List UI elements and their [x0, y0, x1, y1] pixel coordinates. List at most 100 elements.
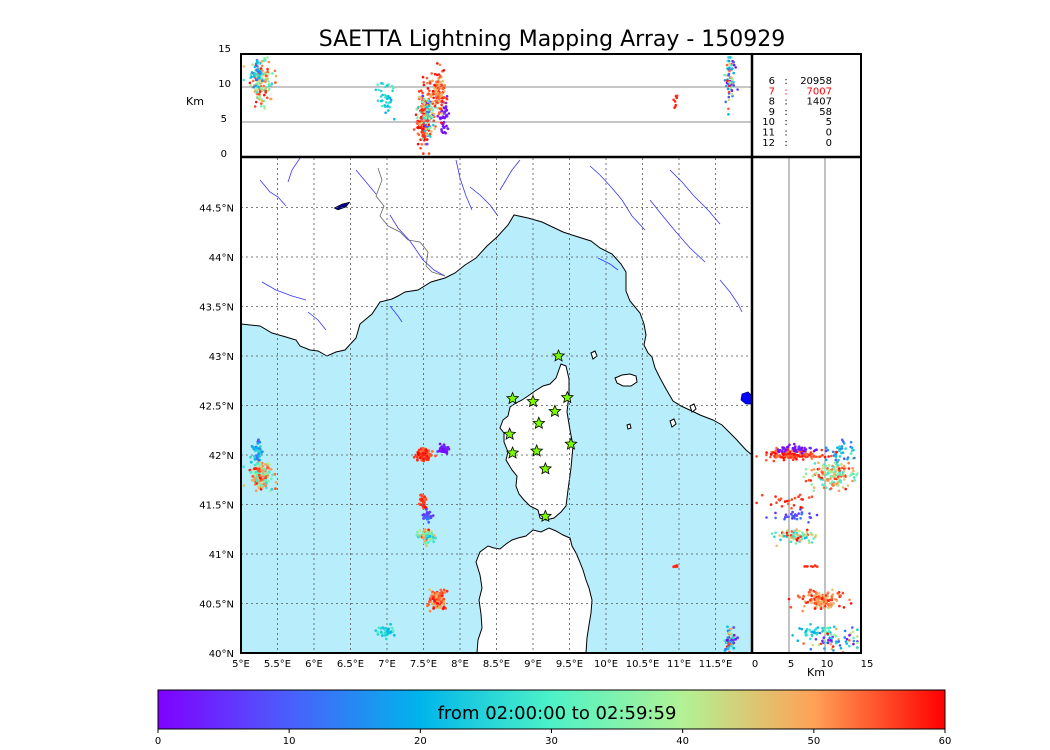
lightning-altitude-point [435, 80, 438, 84]
lightning-side-point [810, 469, 813, 472]
lightning-side-point [765, 458, 768, 462]
lightning-side-point [770, 452, 773, 456]
lightning-altitude-point [249, 73, 253, 76]
lightning-source-point [258, 454, 261, 458]
lightning-side-point [800, 627, 804, 631]
lightning-side-point [781, 447, 785, 451]
lightning-side-point [807, 478, 811, 482]
lightning-altitude-point [427, 104, 431, 108]
map-xtick-label: 9.5°E [556, 659, 583, 670]
lightning-side-point [791, 634, 794, 637]
lightning-altitude-point [385, 101, 388, 104]
lightning-source-point [264, 478, 267, 482]
lightning-altitude-point [428, 132, 432, 136]
lightning-side-point [812, 486, 816, 489]
lightning-side-point [796, 594, 800, 598]
lightning-altitude-point [257, 62, 261, 65]
lightning-side-point [856, 628, 859, 631]
lightning-side-point [814, 638, 818, 641]
lightning-side-point [851, 626, 854, 629]
lightning-side-point [765, 516, 768, 519]
lightning-side-point [820, 448, 824, 452]
lightning-source-point [726, 636, 730, 640]
lightning-side-point [838, 449, 841, 453]
lightning-altitude-point [729, 76, 733, 79]
lightning-side-point [840, 445, 844, 448]
lightning-side-point [835, 599, 838, 603]
lightning-source-point [729, 627, 733, 631]
lightning-side-point [824, 486, 828, 490]
lightning-side-point [809, 637, 812, 641]
colorbar-tick-label: 10 [283, 736, 296, 747]
lightning-altitude-point [379, 89, 383, 93]
lightning-side-point [810, 495, 814, 499]
lightning-side-point [797, 512, 800, 515]
lightning-side-point [834, 635, 838, 638]
lightning-side-point [856, 635, 859, 638]
lightning-side-point [843, 469, 846, 473]
colorbar-ticks: 0 10 20 30 40 50 60 [155, 729, 952, 747]
lightning-side-point [795, 514, 799, 517]
lightning-altitude-point [254, 100, 258, 104]
lightning-source-point [380, 634, 384, 637]
map-ytick-label: 43.5°N [199, 303, 234, 314]
lightning-side-point [765, 453, 768, 457]
lightning-source-point [434, 454, 437, 458]
lightning-altitude-point [422, 119, 426, 122]
lightning-side-point [846, 484, 850, 487]
lightning-altitude-point [434, 99, 437, 103]
lightning-side-point [786, 515, 789, 519]
lightning-side-point [833, 468, 836, 471]
lightning-source-point [423, 450, 427, 453]
lightning-altitude-point [435, 96, 439, 100]
lightning-side-point [813, 564, 817, 567]
lightning-side-point [807, 539, 811, 542]
lightning-altitude-point [727, 98, 731, 102]
lightning-side-point [823, 596, 826, 599]
lightning-source-point [418, 529, 422, 532]
lightning-altitude-point [417, 90, 421, 93]
lightning-side-point [821, 641, 825, 645]
lightning-source-point [425, 531, 429, 535]
lightning-altitude-point [426, 99, 430, 102]
lightning-side-point [799, 539, 802, 542]
lightning-altitude-point [422, 83, 426, 87]
lightning-altitude-point [441, 125, 445, 128]
lightning-side-point [830, 636, 833, 640]
lightning-side-point [831, 588, 834, 592]
lightning-source-point [256, 449, 260, 453]
lightning-side-point [834, 640, 838, 643]
lightning-side-point [823, 647, 826, 650]
lightning-side-point [795, 539, 799, 542]
lightning-side-point [801, 609, 804, 613]
lightning-source-point [417, 453, 420, 457]
lightning-side-point [817, 461, 820, 465]
lightning-altitude-point [726, 79, 729, 82]
lightning-source-point [438, 596, 441, 600]
lightning-source-point [443, 591, 447, 594]
lightning-altitude-point [433, 104, 437, 108]
lightning-source-point [427, 516, 431, 520]
lightning-side-point [800, 451, 804, 455]
lightning-side-point [793, 496, 797, 500]
lightning-altitude-point [381, 99, 384, 102]
lightning-altitude-point [675, 94, 679, 97]
lightning-source-point [434, 536, 437, 540]
lightning-altitude-point [274, 81, 277, 84]
island-elba [614, 373, 638, 387]
lightning-altitude-point [444, 105, 448, 108]
map-gridlines [241, 158, 752, 653]
lightning-altitude-point [732, 84, 735, 87]
lightning-side-point [785, 453, 788, 456]
lightning-side-point [822, 484, 825, 487]
side-panel-frame [753, 158, 861, 653]
lightning-source-point [242, 465, 246, 469]
lightning-source-point [425, 458, 428, 461]
lightning-side-point [829, 474, 833, 478]
lightning-side-point [795, 528, 798, 531]
lightning-altitude-point [441, 99, 444, 103]
colorbar-tick-label: 60 [939, 736, 952, 747]
lightning-side-point [829, 642, 833, 646]
lightning-side-point [782, 456, 785, 460]
